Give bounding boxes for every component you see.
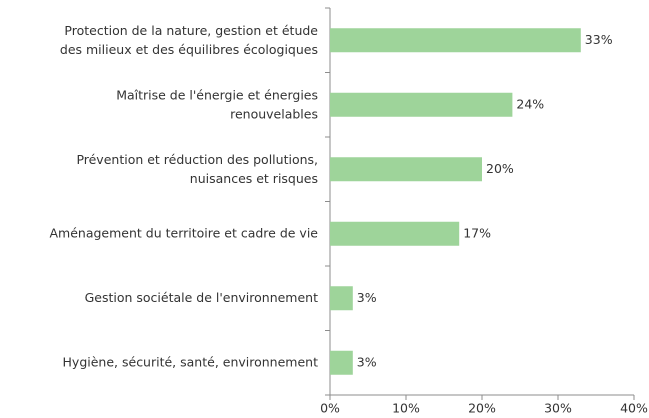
value-label: 17% [463, 225, 491, 240]
value-label: 24% [516, 96, 544, 111]
bar [330, 221, 460, 246]
value-label: 33% [585, 32, 613, 47]
x-tick-label: 20% [468, 401, 496, 416]
bar [330, 350, 353, 375]
y-tick-label: Protection de la nature, gestion et étud… [60, 22, 318, 56]
x-tick-label: 30% [544, 401, 572, 416]
bar [330, 28, 581, 53]
bar [330, 286, 353, 311]
value-label: 20% [486, 161, 514, 176]
y-tick-label: Gestion sociétale de l'environnement [85, 290, 319, 305]
x-tick-label: 0% [320, 401, 340, 416]
y-tick-label: Aménagement du territoire et cadre de vi… [49, 225, 318, 240]
x-tick-label: 40% [620, 401, 648, 416]
bar [330, 157, 482, 182]
y-tick-label: Hygiène, sécurité, santé, environnement [63, 354, 319, 369]
x-tick-label: 10% [392, 401, 420, 416]
y-tick-label: Prévention et réduction des pollutions, n… [76, 151, 318, 185]
y-tick-label: Maîtrise de l'énergie et énergies renouve… [116, 87, 318, 121]
bar [330, 92, 513, 117]
value-label: 3% [357, 290, 377, 305]
value-label: 3% [357, 354, 377, 369]
